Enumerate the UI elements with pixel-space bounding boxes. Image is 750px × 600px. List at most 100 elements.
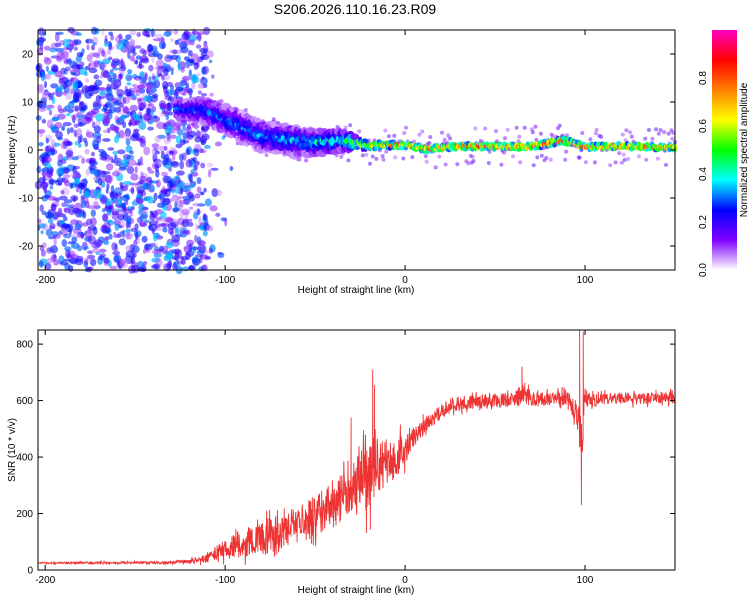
spectrogram-cell	[46, 107, 51, 111]
spectrogram-cell	[92, 41, 96, 46]
spectrogram-cell	[185, 148, 191, 156]
spectrogram-cell	[116, 258, 126, 268]
spectrogram-cell	[58, 79, 64, 86]
spectrogram-cell	[91, 44, 95, 51]
spectrogram-cell	[187, 90, 192, 95]
spectrogram-cell	[182, 123, 186, 132]
spectrogram-cell	[565, 133, 569, 138]
spectrogram-cell	[44, 156, 52, 163]
spectrogram-cell	[73, 39, 82, 45]
spectrogram-cell	[219, 99, 224, 104]
spectrogram-cell	[81, 241, 88, 251]
spectrogram-cell	[196, 31, 206, 35]
spectrogram-cell	[103, 257, 110, 264]
spectrogram-cell	[66, 127, 71, 135]
spectrogram-cell	[163, 136, 170, 145]
spectrogram-cell	[69, 182, 74, 189]
x-tick-label: -200	[35, 275, 55, 286]
spectrogram-cell	[557, 123, 562, 128]
spectrogram-cell	[183, 30, 189, 37]
spectrogram-cell	[87, 111, 96, 116]
spectrogram-cell	[43, 187, 47, 194]
spectrogram-cell	[179, 139, 186, 146]
spectrogram-cell	[147, 126, 154, 131]
spectrogram-cell	[55, 131, 63, 139]
colorbar-ticks: 0.0 0.2 0.4 0.6 0.8	[698, 71, 709, 277]
spectrogram-cell	[58, 219, 65, 226]
spectrogram-cell	[203, 26, 211, 36]
spectrogram-cell	[177, 38, 183, 42]
spectrogram-cell	[121, 229, 126, 238]
spectrogram-cell	[61, 156, 69, 161]
spectrogram-cell	[100, 69, 109, 78]
spectrogram-cell	[412, 139, 417, 144]
spectrogram-cell	[102, 138, 111, 142]
spectrogram-cell	[40, 181, 49, 188]
spectrogram-cell	[47, 236, 57, 240]
spectrogram-cell	[579, 148, 584, 153]
spectrogram-cell	[629, 134, 634, 139]
spectrogram-cell	[106, 118, 111, 123]
spectrogram-cell	[104, 35, 108, 41]
spectrogram-cell	[180, 67, 185, 73]
spectrogram-cell	[43, 89, 49, 96]
spectrogram-cell	[101, 177, 106, 183]
spectrogram-cell	[178, 199, 187, 205]
spectrogram-cell	[111, 208, 120, 214]
spectrogram-cell	[102, 58, 111, 65]
spectrogram-cell	[151, 162, 158, 170]
spectrogram-cell	[70, 114, 78, 121]
spectrogram-cell	[103, 240, 110, 246]
spectrogram-cell	[90, 109, 97, 118]
spectrogram-cell	[137, 102, 145, 109]
spectrogram-cell	[160, 211, 167, 219]
spectrogram-cell	[141, 235, 148, 243]
spectrogram-cell	[163, 62, 167, 70]
spectrogram-cell	[52, 211, 59, 220]
spectrogram-cell	[182, 92, 187, 96]
spectrogram-cell	[448, 136, 453, 141]
spectrogram-cell	[264, 153, 269, 158]
spectrogram-cell	[113, 234, 122, 239]
spectrogram-cell	[364, 152, 369, 157]
spectrogram-cell	[271, 117, 276, 122]
spectrogram-cell	[72, 65, 79, 74]
spectrogram-cell	[195, 130, 201, 139]
spectrogram-cell	[446, 133, 451, 138]
spectrogram-cell	[130, 227, 137, 232]
spectrogram-cell	[208, 247, 213, 254]
spectrogram-cell	[86, 44, 90, 51]
spectrogram-cell	[61, 54, 65, 61]
spectrogram-cell	[186, 122, 192, 128]
spectrogram-cell	[533, 124, 538, 129]
spectrogram-cell	[149, 87, 157, 93]
spectrogram-cell	[104, 236, 109, 242]
spectrogram-cell	[41, 118, 47, 124]
spectrogram-cell	[184, 211, 189, 219]
spectrogram-cell	[91, 151, 95, 157]
spectrogram-cell	[162, 157, 169, 166]
spectrogram-cell	[85, 112, 93, 121]
spectrogram-cell	[50, 83, 59, 89]
colorbar-gradient	[712, 30, 737, 270]
x-tick-label: 100	[577, 575, 594, 586]
spectrogram-cell	[360, 153, 365, 158]
spectrogram-cell	[169, 134, 177, 139]
spectrogram-cell	[108, 42, 113, 50]
spectrogram-cell	[155, 179, 161, 188]
spectrogram-cell	[114, 243, 118, 251]
spectrogram-cell	[655, 156, 660, 161]
spectrogram-cell	[118, 66, 126, 72]
spectrogram-cell	[143, 95, 153, 102]
spectrogram-cell	[179, 227, 188, 235]
spectrogram-cell	[65, 112, 71, 117]
spectrogram-cell	[193, 62, 199, 70]
spectrogram-cell	[75, 64, 84, 70]
spectrogram-cell	[69, 127, 74, 134]
spectrogram-cell	[60, 67, 66, 75]
spectrogram-cell	[182, 219, 189, 228]
spectrogram-cell	[179, 160, 185, 170]
spectrogram-cell	[157, 134, 166, 139]
spectrogram-cell	[156, 68, 162, 78]
spectrogram-cell	[152, 153, 158, 162]
